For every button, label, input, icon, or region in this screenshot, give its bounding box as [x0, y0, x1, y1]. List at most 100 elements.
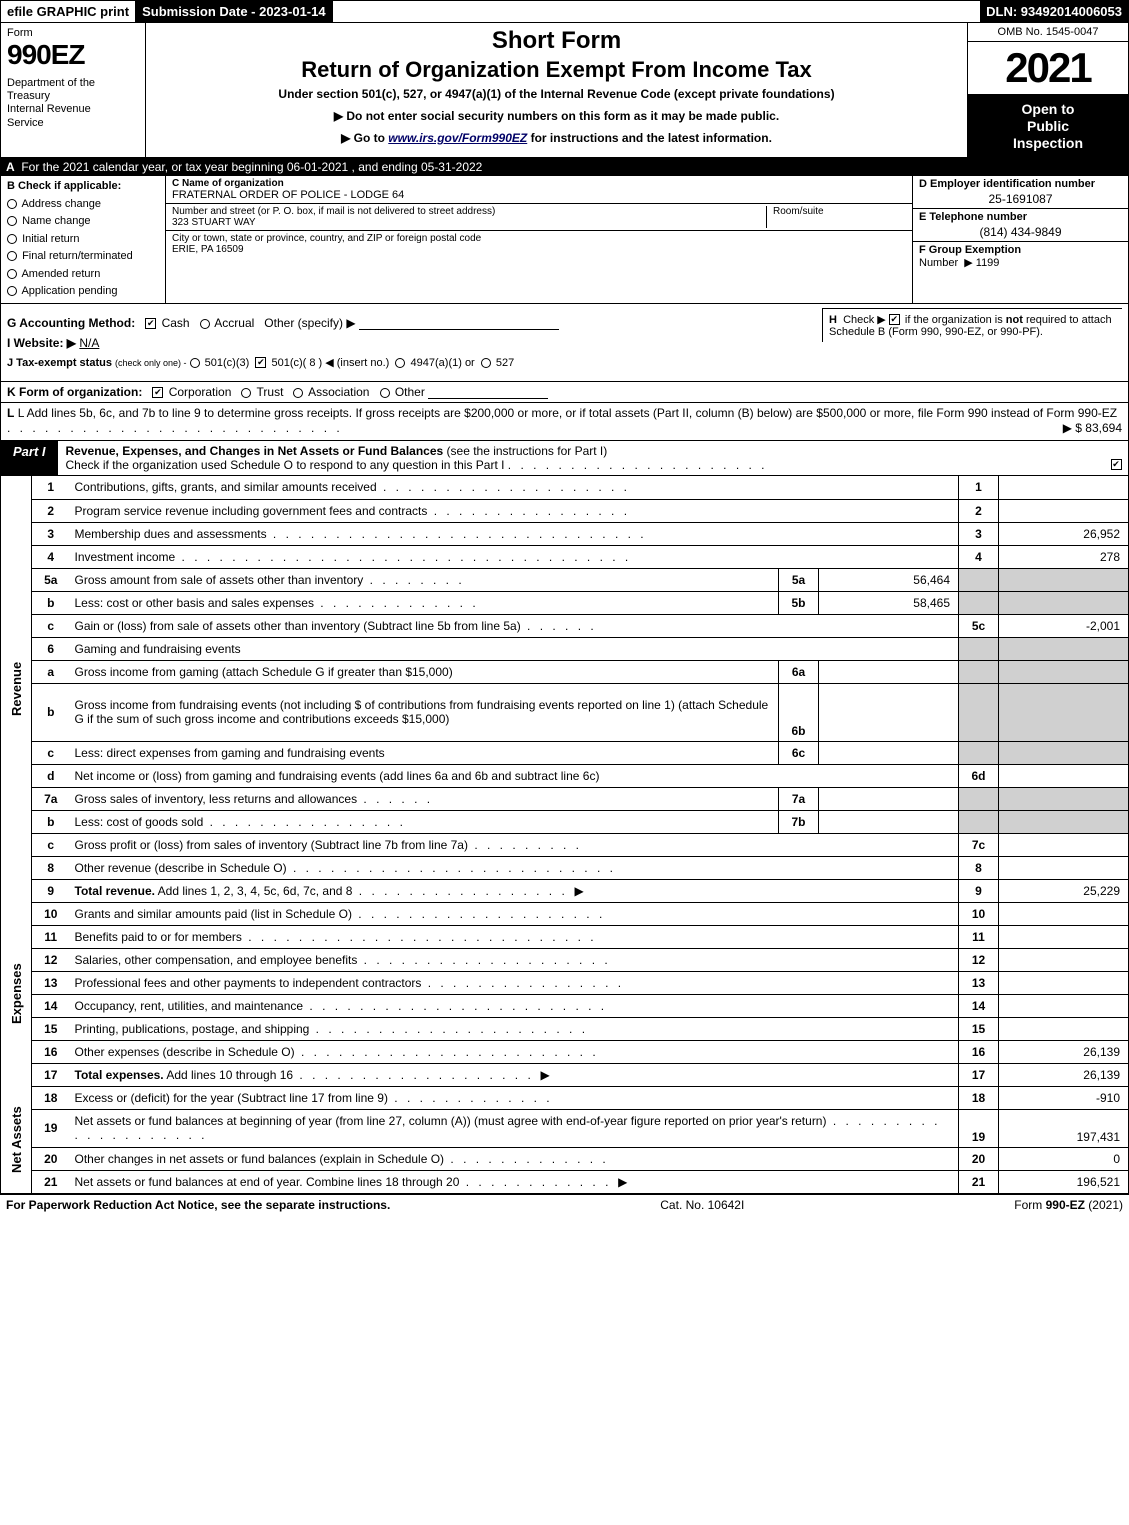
- footer-left: For Paperwork Reduction Act Notice, see …: [6, 1198, 390, 1212]
- section-k: K Form of organization: Corporation Trus…: [0, 382, 1129, 403]
- line-21: 21 Net assets or fund balances at end of…: [1, 1170, 1129, 1193]
- line-16: 16 Other expenses (describe in Schedule …: [1, 1040, 1129, 1063]
- website-value: N/A: [79, 336, 99, 350]
- chk-application-pending[interactable]: Application pending: [7, 283, 159, 300]
- line-7c-value: [999, 833, 1129, 856]
- tax-year: 2021: [968, 42, 1128, 95]
- efile-label[interactable]: efile GRAPHIC print: [1, 1, 136, 22]
- line-5c-value: -2,001: [999, 614, 1129, 637]
- schedule-b-checkbox[interactable]: [889, 314, 900, 325]
- line-20: 20 Other changes in net assets or fund b…: [1, 1147, 1129, 1170]
- gross-receipts: ▶ $ 83,694: [1063, 421, 1122, 437]
- city-row: City or town, state or province, country…: [166, 231, 912, 257]
- part-1-checkbox[interactable]: [1106, 441, 1128, 475]
- submission-date: Submission Date - 2023-01-14: [136, 1, 333, 22]
- line-6: 6 Gaming and fundraising events: [1, 637, 1129, 660]
- line-7a-value: [819, 787, 959, 810]
- section-a: A For the 2021 calendar year, or tax yea…: [0, 158, 1129, 176]
- addr-label: Number and street (or P. O. box, if mail…: [172, 206, 495, 217]
- top-bar: efile GRAPHIC print Submission Date - 20…: [0, 0, 1129, 23]
- irs-link[interactable]: www.irs.gov/Form990EZ: [388, 131, 527, 145]
- info-right: D Employer identification number 25-1691…: [913, 176, 1128, 303]
- chk-name-change[interactable]: Name change: [7, 213, 159, 230]
- line-19: 19 Net assets or fund balances at beginn…: [1, 1109, 1129, 1147]
- line-1: Revenue 1 Contributions, gifts, grants, …: [1, 476, 1129, 499]
- line-3-value: 26,952: [999, 522, 1129, 545]
- corp-checkbox[interactable]: [152, 387, 163, 398]
- line-9-value: 25,229: [999, 879, 1129, 902]
- topbar-spacer: [333, 1, 981, 22]
- line-12: 12 Salaries, other compensation, and emp…: [1, 948, 1129, 971]
- accrual-radio[interactable]: [200, 319, 210, 329]
- cash-checkbox[interactable]: [145, 318, 156, 329]
- line-6a-value: [819, 660, 959, 683]
- line-4: 4 Investment income . . . . . . . . . . …: [1, 545, 1129, 568]
- city-state-zip: ERIE, PA 16509: [172, 244, 244, 255]
- line-6d-value: [999, 764, 1129, 787]
- line-15-value: [999, 1017, 1129, 1040]
- line-4-value: 278: [999, 545, 1129, 568]
- chk-amended-return[interactable]: Amended return: [7, 266, 159, 283]
- part-1-tab: Part I: [1, 441, 58, 475]
- org-name-row: C Name of organization FRATERNAL ORDER O…: [166, 176, 912, 204]
- assoc-radio[interactable]: [293, 388, 303, 398]
- line-5c: c Gain or (loss) from sale of assets oth…: [1, 614, 1129, 637]
- city-label: City or town, state or province, country…: [172, 233, 481, 244]
- section-j: J Tax-exempt status (check only one) - 5…: [7, 356, 1122, 369]
- line-1-value: [999, 476, 1129, 499]
- info-grid: B Check if applicable: Address change Na…: [0, 176, 1129, 304]
- line-9: 9 Total revenue. Add lines 1, 2, 3, 4, 5…: [1, 879, 1129, 902]
- 501c-checkbox[interactable]: [255, 357, 266, 368]
- chk-final-return[interactable]: Final return/terminated: [7, 248, 159, 265]
- other-radio[interactable]: [380, 388, 390, 398]
- line-2: 2 Program service revenue including gove…: [1, 499, 1129, 522]
- line-8: 8 Other revenue (describe in Schedule O)…: [1, 856, 1129, 879]
- section-l: L L Add lines 5b, 6c, and 7b to line 9 t…: [0, 403, 1129, 441]
- instr2-post: for instructions and the latest informat…: [527, 131, 772, 145]
- line-13-value: [999, 971, 1129, 994]
- line-7a: 7a Gross sales of inventory, less return…: [1, 787, 1129, 810]
- form-header: Form 990EZ Department of theTreasuryInte…: [0, 23, 1129, 158]
- line-12-value: [999, 948, 1129, 971]
- header-left: Form 990EZ Department of theTreasuryInte…: [1, 23, 146, 157]
- line-6d: d Net income or (loss) from gaming and f…: [1, 764, 1129, 787]
- instruction-1: ▶ Do not enter social security numbers o…: [152, 109, 961, 123]
- chk-address-change[interactable]: Address change: [7, 196, 159, 213]
- org-name-label: C Name of organization: [172, 178, 284, 189]
- catalog-number: Cat. No. 10642I: [660, 1198, 744, 1212]
- section-b-label: B Check if applicable:: [7, 180, 121, 192]
- trust-radio[interactable]: [241, 388, 251, 398]
- net-assets-side-label: Net Assets: [1, 1086, 32, 1193]
- line-18-value: -910: [999, 1086, 1129, 1109]
- dln-label: DLN: 93492014006053: [980, 1, 1128, 22]
- short-form-title: Short Form: [152, 27, 961, 55]
- section-d: D Employer identification number 25-1691…: [913, 176, 1128, 209]
- line-11: 11 Benefits paid to or for members . . .…: [1, 925, 1129, 948]
- line-15: 15 Printing, publications, postage, and …: [1, 1017, 1129, 1040]
- instr2-pre: ▶ Go to: [341, 131, 388, 145]
- ein-value: 25-1691087: [919, 192, 1122, 206]
- org-name: FRATERNAL ORDER OF POLICE - LODGE 64: [172, 189, 404, 201]
- section-b: B Check if applicable: Address change Na…: [1, 176, 166, 303]
- omb-number: OMB No. 1545-0047: [968, 23, 1128, 42]
- line-10-value: [999, 902, 1129, 925]
- line-7c: c Gross profit or (loss) from sales of i…: [1, 833, 1129, 856]
- form-number: 990EZ: [7, 39, 139, 71]
- 527-radio[interactable]: [481, 358, 491, 368]
- section-c: C Name of organization FRATERNAL ORDER O…: [166, 176, 913, 303]
- line-13: 13 Professional fees and other payments …: [1, 971, 1129, 994]
- address-row: Number and street (or P. O. box, if mail…: [166, 204, 912, 231]
- form-subtitle: Under section 501(c), 527, or 4947(a)(1)…: [152, 87, 961, 101]
- footer-right: Form 990-EZ (2021): [1014, 1198, 1123, 1212]
- line-6a: a Gross income from gaming (attach Sched…: [1, 660, 1129, 683]
- 501c3-radio[interactable]: [190, 358, 200, 368]
- 4947-radio[interactable]: [395, 358, 405, 368]
- part-1-title: Revenue, Expenses, and Changes in Net As…: [58, 441, 1106, 475]
- section-l-text: L Add lines 5b, 6c, and 7b to line 9 to …: [18, 406, 1117, 420]
- header-center: Short Form Return of Organization Exempt…: [146, 23, 968, 157]
- room-suite: Room/suite: [766, 206, 906, 228]
- revenue-side-label: Revenue: [1, 476, 32, 902]
- line-6c-value: [819, 741, 959, 764]
- line-14: 14 Occupancy, rent, utilities, and maint…: [1, 994, 1129, 1017]
- chk-initial-return[interactable]: Initial return: [7, 231, 159, 248]
